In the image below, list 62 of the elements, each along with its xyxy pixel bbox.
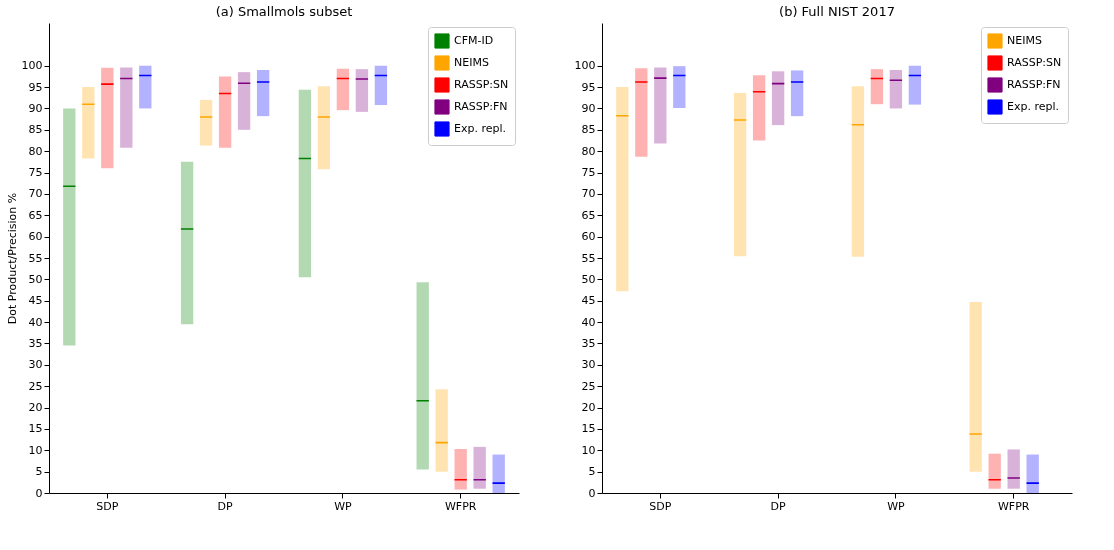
legend-label: RASSP:SN	[454, 78, 509, 91]
legend-label: Exp. repl.	[454, 122, 507, 135]
x-tick-label: SDP	[649, 499, 672, 513]
chart-title: (b) Full NIST 2017	[779, 4, 895, 19]
y-tick-label: 40	[28, 315, 43, 329]
y-tick-label: 90	[28, 101, 43, 115]
y-tick-label: 70	[28, 187, 43, 201]
legend-label: NEIMS	[454, 56, 489, 69]
y-tick-label: 60	[28, 230, 43, 244]
y-tick-label: 35	[581, 336, 596, 350]
y-tick-label: 85	[581, 123, 596, 137]
y-tick-label: 0	[588, 486, 596, 500]
y-tick-label: 30	[28, 358, 43, 372]
x-tick-label: WP	[334, 499, 353, 513]
legend-label: CFM-ID	[454, 34, 494, 47]
y-tick-label: 40	[581, 315, 596, 329]
x-tick-label: SDP	[96, 499, 119, 513]
y-tick-label: 90	[581, 101, 596, 115]
y-tick-label: 80	[581, 144, 596, 158]
legend-label: Exp. repl.	[1007, 100, 1060, 113]
y-tick-label: 50	[28, 272, 43, 286]
y-tick-label: 25	[581, 379, 596, 393]
y-tick-label: 85	[28, 123, 43, 137]
y-tick-label: 10	[28, 443, 43, 457]
legend-label: NEIMS	[1007, 34, 1042, 47]
y-tick-label: 65	[581, 208, 596, 222]
x-tick-label: WFPR	[444, 499, 477, 513]
x-tick-label: DP	[770, 499, 787, 513]
y-tick-label: 70	[581, 187, 596, 201]
x-tick-label: DP	[217, 499, 234, 513]
y-tick-label: 100	[21, 59, 43, 73]
y-tick-label: 45	[28, 294, 43, 308]
y-axis-title: Dot Product/Precision %	[5, 192, 19, 325]
y-tick-label: 50	[581, 272, 596, 286]
y-tick-label: 25	[28, 379, 43, 393]
x-tick-label: WFPR	[997, 499, 1030, 513]
y-tick-label: 55	[28, 251, 43, 265]
y-tick-label: 100	[574, 59, 596, 73]
y-tick-label: 60	[581, 230, 596, 244]
y-tick-label: 55	[581, 251, 596, 265]
y-tick-label: 5	[588, 465, 596, 479]
legend-label: RASSP:SN	[1007, 56, 1062, 69]
y-tick-label: 10	[581, 443, 596, 457]
legend-label: RASSP:FN	[454, 100, 508, 113]
x-tick-label: WP	[887, 499, 906, 513]
y-tick-label: 95	[28, 80, 43, 94]
y-tick-label: 0	[35, 486, 43, 500]
legend-label: RASSP:FN	[1007, 78, 1061, 91]
y-tick-label: 35	[28, 336, 43, 350]
y-tick-label: 15	[28, 422, 43, 436]
chart-title: (a) Smallmols subset	[215, 4, 353, 19]
y-tick-label: 75	[28, 166, 43, 180]
y-tick-label: 80	[28, 144, 43, 158]
y-tick-label: 15	[581, 422, 596, 436]
y-tick-label: 30	[581, 358, 596, 372]
y-tick-label: 95	[581, 80, 596, 94]
y-tick-label: 5	[35, 465, 43, 479]
y-tick-label: 75	[581, 166, 596, 180]
y-tick-label: 20	[581, 401, 596, 415]
y-tick-label: 20	[28, 401, 43, 415]
y-tick-label: 65	[28, 208, 43, 222]
y-tick-label: 45	[581, 294, 596, 308]
